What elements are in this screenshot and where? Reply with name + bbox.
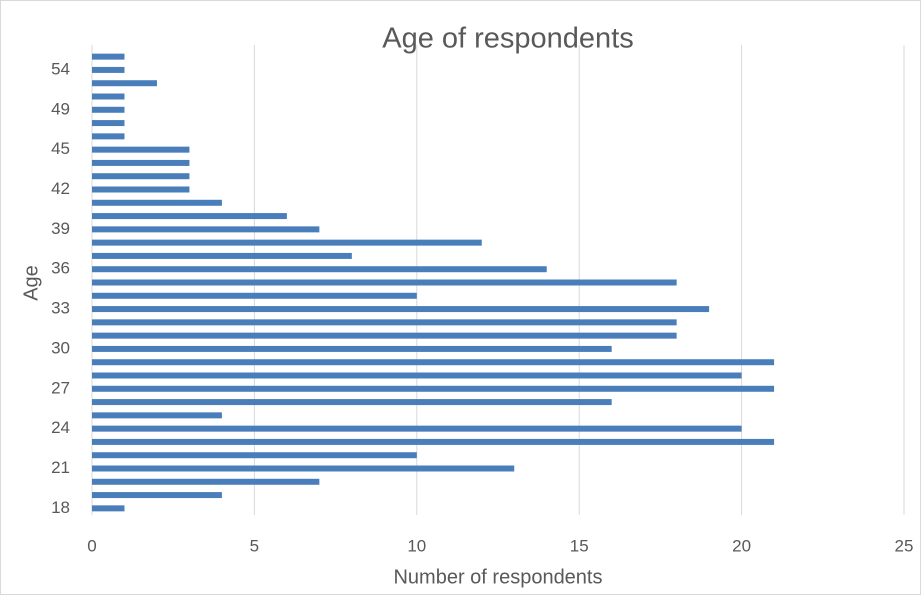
bar (92, 372, 742, 379)
bar (92, 266, 547, 273)
y-tick-label: 21 (51, 458, 70, 477)
bar (92, 93, 125, 100)
x-tick-label: 0 (87, 536, 96, 555)
y-axis-label: Age (20, 265, 42, 301)
bar (92, 199, 222, 206)
bar (92, 226, 320, 233)
y-tick-label: 49 (51, 99, 70, 118)
y-tick-label: 27 (51, 378, 70, 397)
y-tick-label: 54 (51, 59, 70, 78)
y-tick-label: 36 (51, 259, 70, 278)
bar (92, 106, 125, 113)
bar (92, 173, 190, 180)
bar (92, 279, 677, 286)
bar (92, 252, 352, 259)
bar (92, 239, 482, 246)
x-tick-label: 25 (895, 536, 914, 555)
bar (92, 133, 125, 140)
x-axis-label: Number of respondents (393, 566, 602, 588)
bar (92, 399, 612, 406)
y-tick-label: 30 (51, 338, 70, 357)
bar (92, 146, 190, 153)
y-tick-label: 42 (51, 179, 70, 198)
y-tick-label: 45 (51, 139, 70, 158)
bar (92, 292, 417, 299)
bar (92, 425, 742, 432)
bar (92, 505, 125, 512)
bar (92, 53, 125, 60)
bar (92, 438, 775, 445)
bar (92, 159, 190, 166)
bar (92, 345, 612, 352)
bar (92, 359, 775, 366)
bar (92, 80, 157, 87)
bar (92, 66, 125, 73)
chart-title: Age of respondents (382, 23, 634, 55)
y-tick-label: 33 (51, 299, 70, 318)
y-tick-label: 18 (51, 498, 70, 517)
bar (92, 465, 515, 472)
bar (92, 385, 775, 392)
bar (92, 120, 125, 127)
x-tick-label: 5 (250, 536, 259, 555)
bar (92, 319, 677, 326)
bar (92, 213, 287, 220)
bar (92, 412, 222, 419)
bar (92, 306, 710, 313)
x-tick-label: 15 (570, 536, 589, 555)
bar (92, 452, 417, 459)
bar (92, 492, 222, 499)
y-tick-label: 24 (51, 418, 70, 437)
bar (92, 186, 190, 193)
bar (92, 332, 677, 339)
x-tick-label: 20 (732, 536, 751, 555)
y-tick-label: 39 (51, 219, 70, 238)
bar (92, 478, 320, 485)
x-tick-label: 10 (407, 536, 426, 555)
